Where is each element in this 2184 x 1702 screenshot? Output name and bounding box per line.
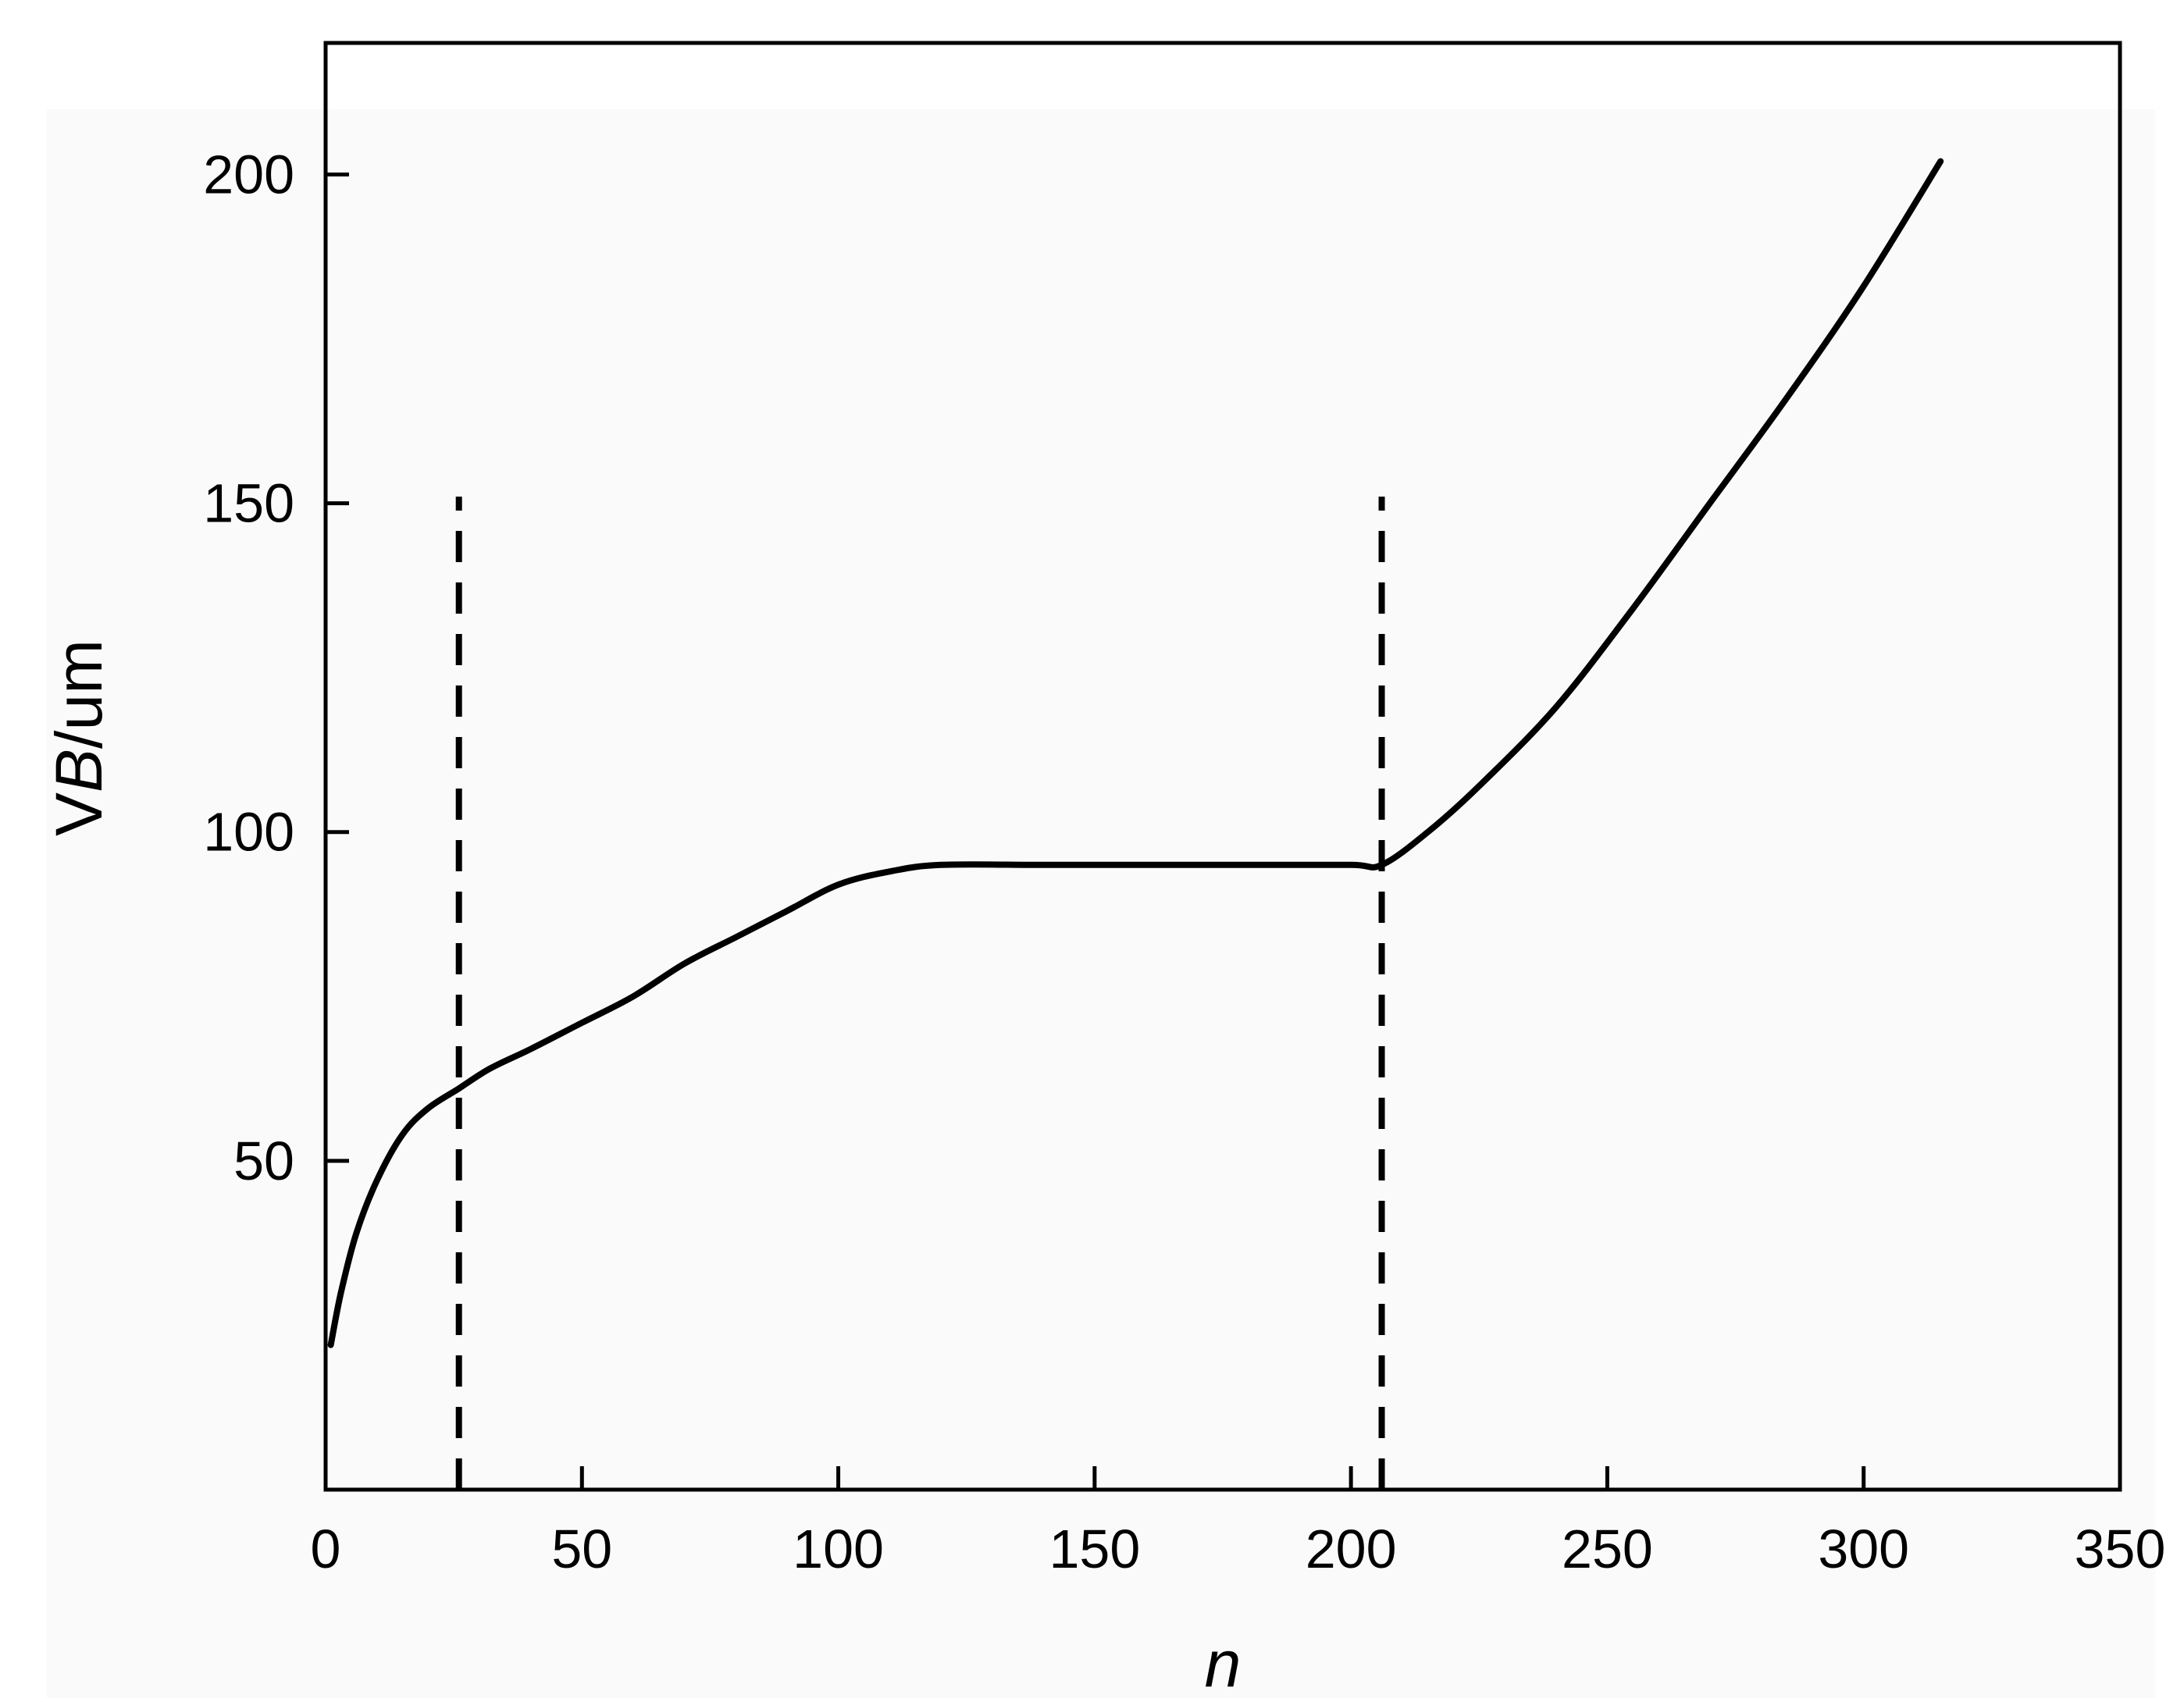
x-tick-label: 0 xyxy=(311,1519,341,1579)
axis-ticks: 0 50 100 150 200 250 300 350 50 100 150 200 xyxy=(203,144,2165,1579)
x-tick-label: 300 xyxy=(1818,1519,1909,1579)
x-tick-label: 200 xyxy=(1306,1519,1397,1579)
y-axis-label: VB/um xyxy=(42,639,116,836)
x-tick-label: 50 xyxy=(551,1519,612,1579)
series-line xyxy=(327,158,1944,1348)
series-lines xyxy=(327,158,1944,1348)
y-axis-label-var-v: V xyxy=(42,792,116,836)
y-tick-label: 200 xyxy=(203,144,294,205)
x-tick-label: 250 xyxy=(1562,1519,1653,1579)
x-axis-label: n xyxy=(1205,1627,1242,1698)
y-axis-label-unit: /um xyxy=(42,639,116,749)
plot-frame xyxy=(323,41,2122,1492)
y-tick-label: 150 xyxy=(203,473,294,534)
x-tick-label: 350 xyxy=(2075,1519,2166,1579)
x-tick-label: 100 xyxy=(793,1519,884,1579)
x-tick-label: 150 xyxy=(1049,1519,1140,1579)
y-tick-label: 50 xyxy=(233,1131,294,1191)
y-axis-label-var-b: B xyxy=(42,749,116,792)
plot-background xyxy=(47,109,2155,1698)
reference-lines xyxy=(455,497,1385,1490)
y-tick-label: 100 xyxy=(203,802,294,863)
